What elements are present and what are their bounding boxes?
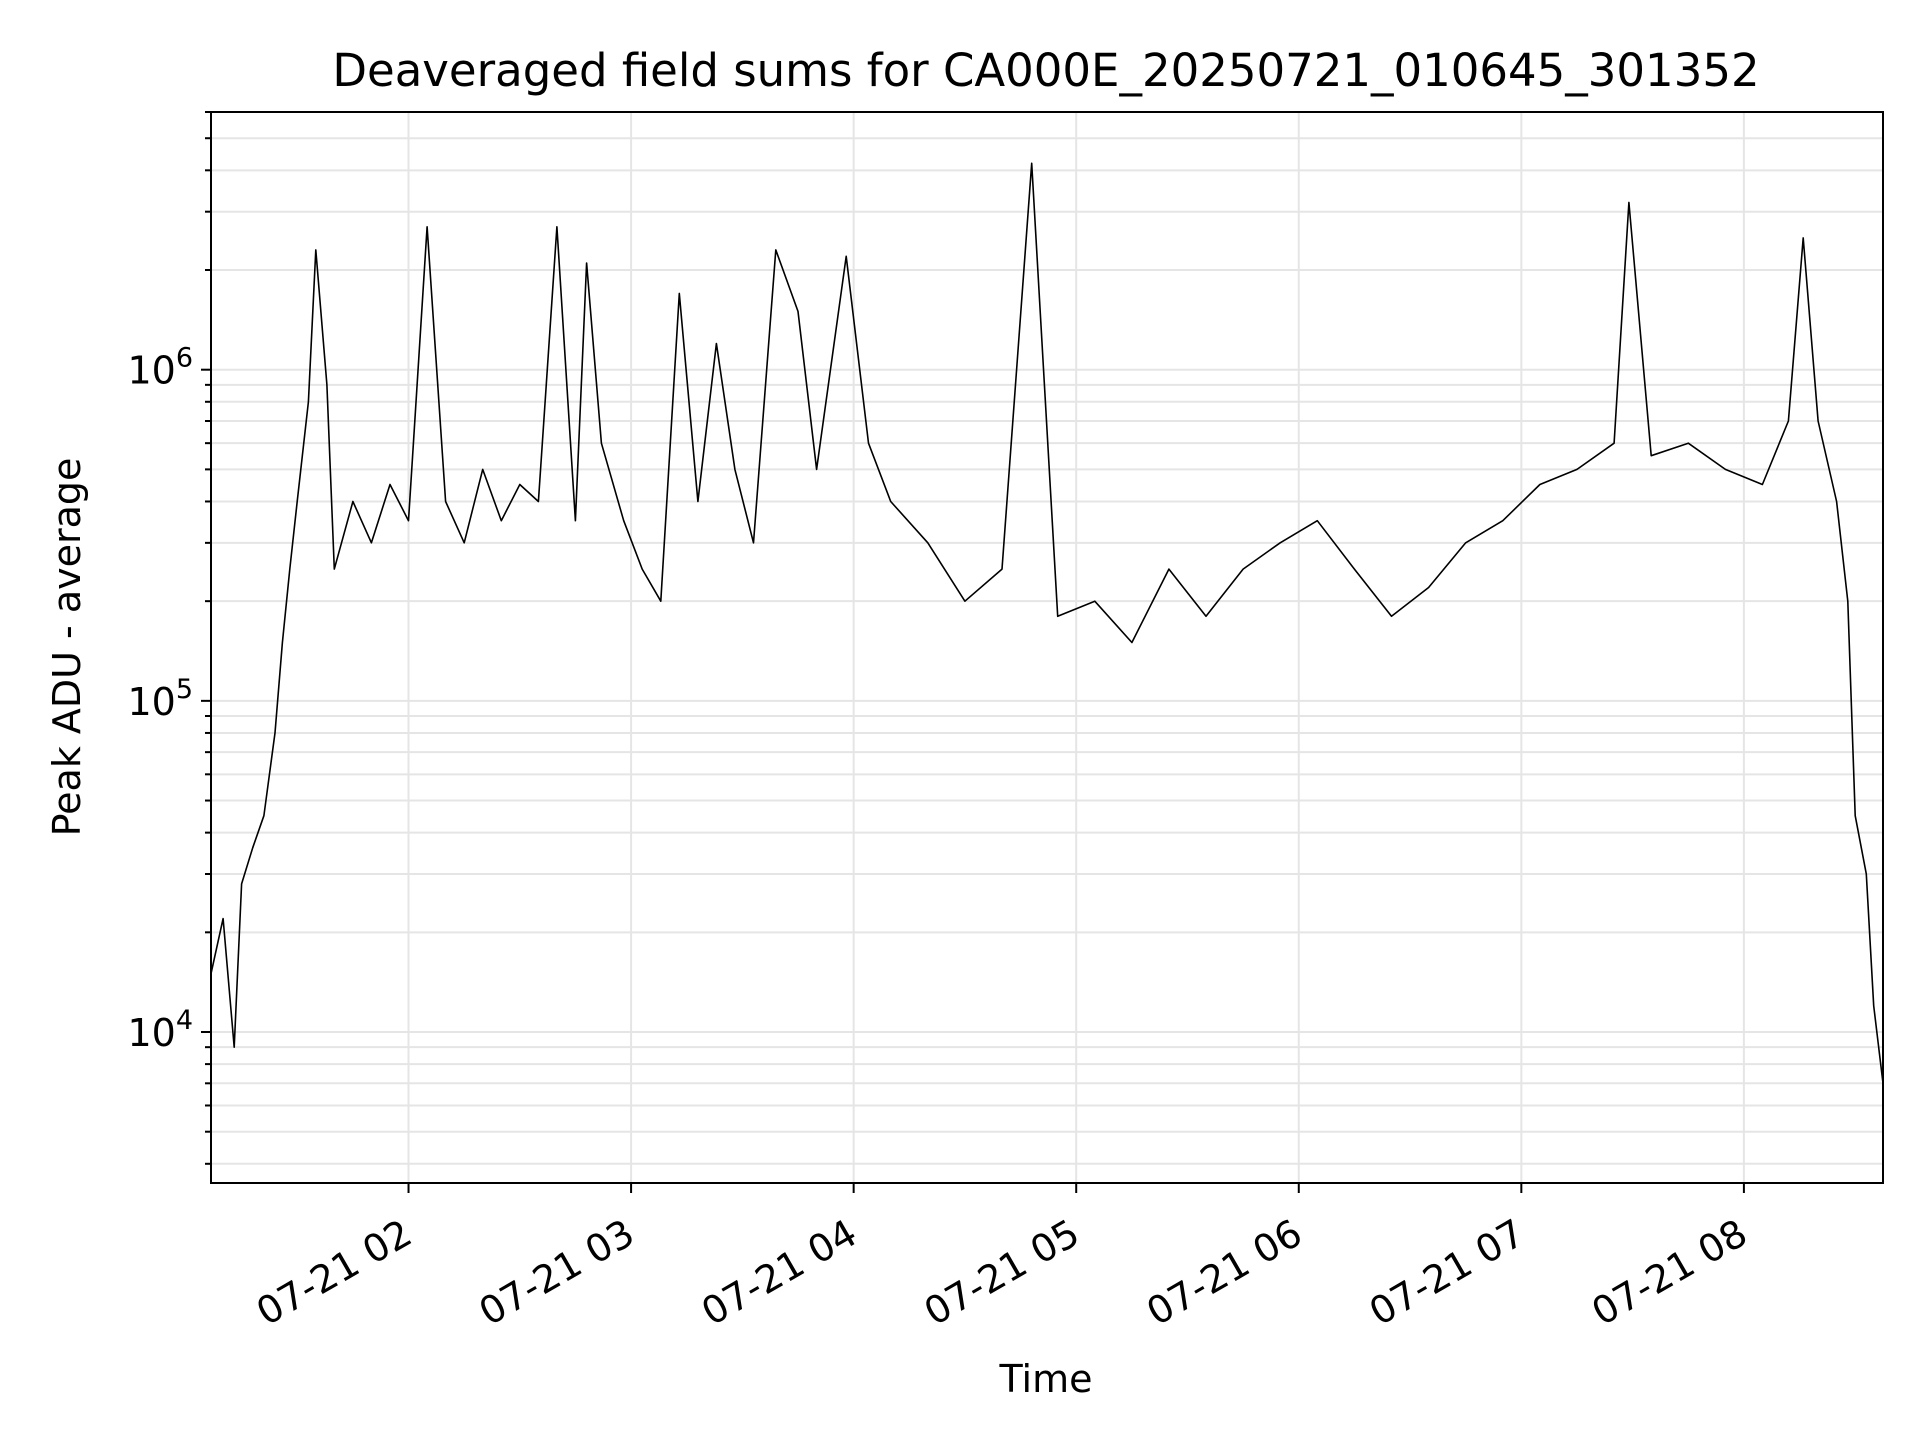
axes-background — [211, 112, 1883, 1183]
chart-title: Deaveraged field sums for CA000E_2025072… — [332, 44, 1759, 97]
plot-area: 07-21 02 07-21 03 07-21 04 07-21 05 07-21 06… — [127, 111, 1884, 1334]
y-axis-ticks: 104 105 106 — [127, 111, 211, 1165]
series-layer — [210, 162, 1884, 1084]
y-axis-label: Peak ADU - average — [45, 458, 89, 837]
minor-gridlines — [211, 111, 1883, 1165]
x-axis-label: Time — [999, 1357, 1093, 1401]
series-line — [210, 162, 1884, 1084]
y-tick-label: 106 — [127, 343, 193, 393]
y-tick-label: 104 — [127, 1005, 193, 1055]
major-gridlines — [211, 112, 1883, 1183]
axes-frame — [210, 111, 1884, 1184]
y-tick-label: 105 — [127, 674, 193, 724]
